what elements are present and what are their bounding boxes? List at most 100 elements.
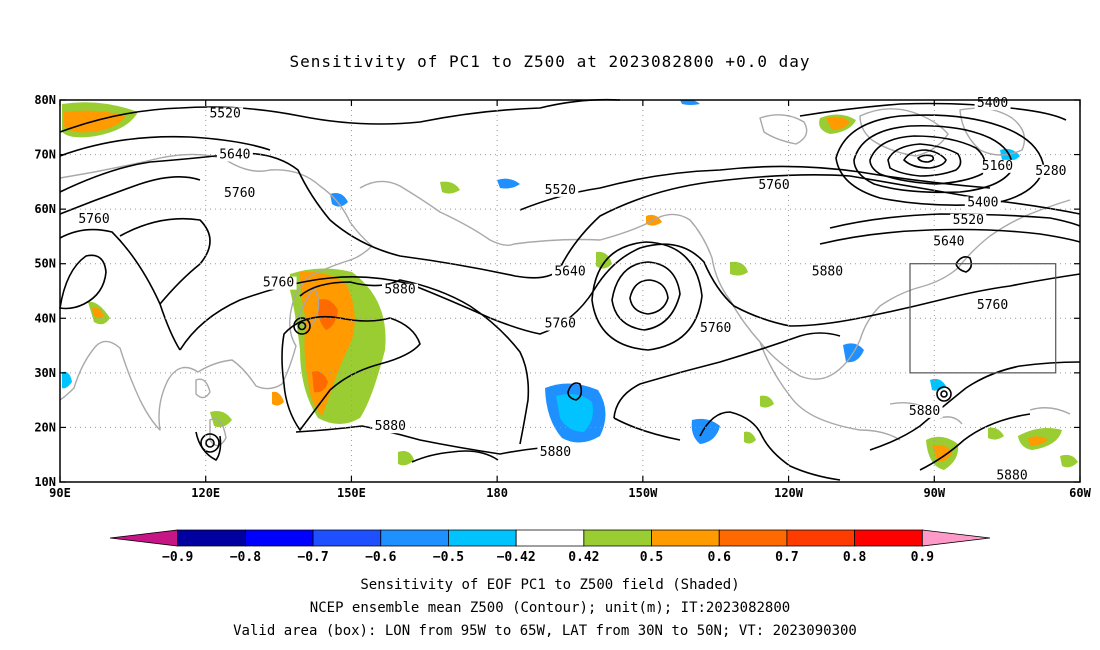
contour-label: 5880: [537, 445, 574, 460]
contour-label-text: 5760: [78, 212, 109, 227]
colorbar-swatch: [380, 529, 449, 547]
contour-label: 5400: [974, 96, 1011, 111]
coastlines: [59, 107, 1071, 447]
contour-label: 5400: [964, 195, 1001, 210]
contour-label-text: 5760: [977, 298, 1008, 313]
contour-label-text: 5400: [977, 96, 1008, 111]
colorbar-swatch: [854, 529, 923, 547]
lon-tick-label: 60W: [1069, 486, 1091, 500]
contour-label-text: 5760: [545, 317, 576, 332]
colorbar-swatch: [177, 529, 246, 547]
colorbar-swatch: [515, 529, 585, 547]
lat-tick-label: 40N: [34, 311, 56, 325]
contour-label-text: 5880: [996, 468, 1027, 483]
colorbar-tick-label: −0.42: [497, 550, 536, 565]
contour-label: 5520: [950, 213, 987, 228]
contour-label-text: 5760: [700, 321, 731, 336]
lat-tick-label: 80N: [34, 93, 56, 107]
colorbar-swatch: [312, 529, 382, 547]
contour-label: 5760: [76, 212, 112, 227]
colorbar-swatch: [583, 529, 652, 547]
valid-area-box: [909, 263, 1057, 374]
graticule: [60, 100, 1081, 482]
lat-tick-label: 50N: [34, 257, 56, 271]
colorbar-swatch: [109, 529, 179, 547]
lat-tick-label: 10N: [34, 475, 56, 489]
contour-label-text: 5760: [263, 276, 294, 291]
contour-label-text: 5160: [982, 159, 1013, 174]
contour-label: 5640: [930, 235, 967, 250]
lat-tick-label: 20N: [34, 420, 56, 434]
contour-label: 5880: [382, 283, 418, 298]
contour-label-text: 5520: [545, 183, 576, 198]
contour-label-halo: [537, 445, 574, 459]
contour-label: 5760: [260, 276, 297, 291]
map-panel: 5520 5640 5760 5760 5760 5880 5880 5880 5520 5640…: [34, 93, 1091, 500]
contour-label: 5760: [697, 321, 734, 336]
caption-line-3: Valid area (box): LON from 95W to 65W, L…: [233, 623, 857, 639]
contour-label: 5880: [994, 468, 1030, 483]
contour-label-halo: [809, 265, 846, 279]
lon-tick-label: 180: [486, 486, 508, 500]
contour-label-text: 5880: [384, 283, 415, 298]
contour-label-text: 5760: [758, 178, 789, 193]
contour-label-halo: [974, 299, 1011, 313]
colorbar-tick-label: 0.7: [775, 550, 798, 565]
contour-label: 5880: [809, 265, 846, 280]
contour-label-text: 5520: [209, 106, 240, 121]
contour-label-halo: [382, 283, 418, 297]
colorbar-tick-label: −0.8: [230, 550, 261, 565]
contour-label: 5880: [372, 419, 409, 434]
contour-label-text: 5640: [219, 147, 250, 162]
colorbar-tick-label: −0.5: [433, 550, 464, 565]
lon-tick-label: 90W: [923, 486, 945, 500]
lat-tick-label: 30N: [34, 366, 56, 380]
contour-label: 5760: [756, 178, 792, 193]
contour-label-halo: [964, 196, 1001, 210]
caption-line-2: NCEP ensemble mean Z500 (Contour); unit(…: [310, 600, 790, 616]
contour-label-halo: [930, 235, 967, 249]
contour-label-halo: [542, 317, 579, 331]
contour-label-halo: [552, 265, 588, 279]
contour-label-text: 5520: [953, 213, 984, 228]
contour-label-text: 5400: [967, 195, 998, 210]
colorbar-swatch: [244, 529, 314, 547]
map-axes: 90E 120E 150E 180 150W 120W 90W 60W 10N 20N 30N 40N…: [34, 93, 1091, 500]
contour-label-halo: [76, 212, 112, 226]
colorbar: −0.9 −0.8 −0.7 −0.6 −0.5 −0.42 0.42 0.5 0.6 0.7 0.…: [109, 529, 991, 565]
contour-label-halo: [216, 148, 253, 162]
contour-label: 5640: [216, 147, 253, 162]
lat-tick-label: 60N: [34, 202, 56, 216]
contour-label: 5520: [542, 183, 579, 198]
contour-label: 5640: [552, 265, 588, 280]
contour-label: 5280: [1032, 164, 1069, 179]
contour-label: 5880: [906, 404, 943, 419]
contour-label-halo: [756, 178, 792, 192]
contour-label-halo: [994, 469, 1030, 483]
lon-tick-label: 150W: [628, 486, 658, 500]
colorbar-tick-label: 0.5: [640, 550, 663, 565]
lon-tick-label: 90E: [49, 486, 71, 500]
contour-label: 5760: [221, 186, 258, 201]
colorbar-tick-label: 0.6: [707, 550, 731, 565]
lon-tick-label: 150E: [337, 486, 366, 500]
lon-tick-label: 120W: [774, 486, 804, 500]
map-frame: [59, 99, 1081, 483]
captions: Sensitivity of EOF PC1 to Z500 field (Sh…: [233, 577, 857, 639]
contour-label: 5760: [974, 298, 1011, 313]
colorbar-swatch: [718, 529, 788, 547]
colorbar-tick-label: −0.6: [365, 550, 396, 565]
contour-label-text: 5880: [375, 419, 406, 434]
lon-tick-label: 120E: [191, 486, 220, 500]
contour-label-halo: [221, 187, 258, 201]
contour-label-text: 5280: [1035, 164, 1066, 179]
contour-label-halo: [1032, 164, 1069, 178]
contour-label-text: 5640: [554, 265, 585, 280]
caption-line-1: Sensitivity of EOF PC1 to Z500 field (Sh…: [360, 577, 739, 593]
contour-labels: 5520 5640 5760 5760 5760 5880 5880 5880 5520 5640…: [76, 96, 1069, 483]
contour-label-halo: [372, 420, 409, 434]
colorbar-tick-label: −0.9: [162, 550, 193, 565]
colorbar-swatch: [786, 529, 856, 547]
contour-label-halo: [697, 321, 734, 335]
